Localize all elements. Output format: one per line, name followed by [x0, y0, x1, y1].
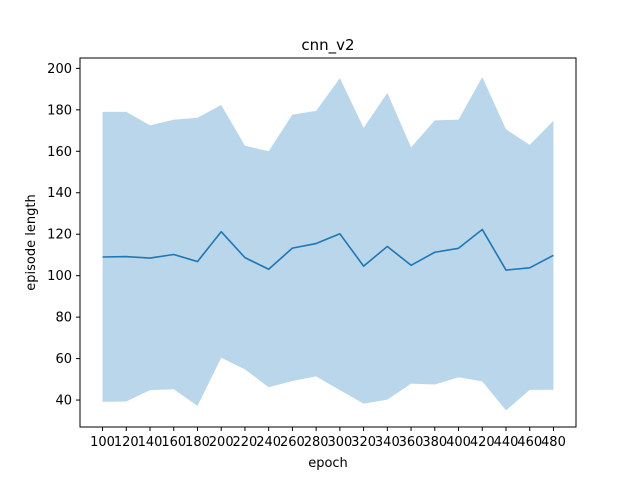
- x-tick-label: 380: [422, 435, 447, 450]
- x-axis-label: epoch: [308, 456, 348, 471]
- x-tick-label: 340: [375, 435, 400, 450]
- y-axis: 40 60 80 100 120 140 160 180 200: [47, 62, 80, 409]
- x-tick-label: 160: [161, 435, 186, 450]
- y-tick-label: 120: [47, 228, 72, 243]
- x-axis: 1001201401601802002202402602803003203403…: [90, 427, 566, 450]
- y-axis-label: episode length: [24, 194, 39, 290]
- y-tick-label: 100: [47, 269, 72, 284]
- x-tick-label: 420: [470, 435, 495, 450]
- x-tick-label: 460: [517, 435, 542, 450]
- x-tick-label: 240: [256, 435, 281, 450]
- y-tick-label: 160: [47, 145, 72, 160]
- x-tick-label: 180: [185, 435, 210, 450]
- x-tick-label: 220: [233, 435, 258, 450]
- x-tick-label: 100: [90, 435, 115, 450]
- x-tick-label: 320: [351, 435, 376, 450]
- y-tick-label: 180: [47, 103, 72, 118]
- x-tick-label: 280: [304, 435, 329, 450]
- x-tick-label: 120: [114, 435, 139, 450]
- confidence-band: [102, 77, 554, 411]
- y-tick-label: 200: [47, 62, 72, 77]
- x-tick-label: 440: [494, 435, 519, 450]
- x-tick-label: 200: [209, 435, 234, 450]
- series-line: [102, 228, 554, 271]
- confidence-band-layer: [102, 77, 554, 411]
- series-line-layer: [102, 228, 554, 271]
- y-tick-label: 140: [47, 186, 72, 201]
- y-tick-label: 80: [55, 311, 72, 326]
- x-tick-label: 260: [280, 435, 305, 450]
- x-tick-label: 360: [399, 435, 424, 450]
- x-tick-label: 140: [138, 435, 163, 450]
- y-tick-label: 60: [55, 352, 72, 367]
- x-tick-label: 480: [541, 435, 566, 450]
- x-tick-label: 300: [327, 435, 352, 450]
- x-tick-label: 400: [446, 435, 471, 450]
- y-tick-label: 40: [55, 394, 72, 409]
- plot-frame: [79, 57, 577, 428]
- chart-title: cnn_v2: [301, 36, 354, 55]
